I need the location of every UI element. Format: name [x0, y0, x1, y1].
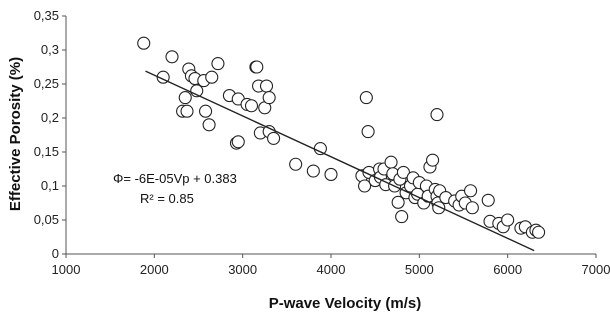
r-squared-label: R² = 0.85: [140, 191, 194, 206]
x-tick-label: 6000: [493, 262, 522, 277]
data-point: [395, 210, 409, 224]
y-tick-label: 0,15: [34, 144, 59, 159]
x-tick-label: 3000: [228, 262, 257, 277]
data-point: [178, 91, 192, 105]
data-point: [532, 225, 546, 239]
data-point: [430, 108, 444, 122]
data-point: [361, 125, 375, 139]
data-point: [231, 135, 245, 149]
data-point: [306, 164, 320, 178]
trendline-equation: Φ= -6E-05Vp + 0.383: [113, 171, 237, 186]
y-tick-label: 0: [52, 246, 59, 261]
data-point: [180, 104, 194, 118]
x-tick-label: 5000: [405, 262, 434, 277]
x-tick-label: 2000: [140, 262, 169, 277]
data-point: [313, 142, 327, 156]
data-point: [358, 179, 372, 193]
data-point: [267, 131, 281, 145]
data-point: [481, 193, 495, 207]
x-axis-title: P-wave Velocity (m/s): [269, 295, 422, 312]
y-tick-label: 0,35: [34, 8, 59, 23]
data-point: [211, 57, 225, 71]
y-axis-title: Effective Porosity (%): [7, 57, 24, 211]
y-tick-label: 0,2: [41, 110, 59, 125]
y-tick-label: 0,05: [34, 212, 59, 227]
data-point: [384, 155, 398, 169]
y-tick-label: 0,3: [41, 42, 59, 57]
data-point: [250, 60, 264, 74]
x-tick-label: 1000: [52, 262, 81, 277]
data-point: [501, 213, 515, 227]
x-tick-label: 4000: [317, 262, 346, 277]
trendline-group: [145, 70, 535, 252]
data-point: [359, 91, 373, 105]
y-tick-labels: 0 0,05 0,1 0,15 0,2 0,25 0,3 0,35: [34, 8, 66, 261]
data-point: [262, 91, 276, 105]
data-point: [324, 167, 338, 181]
data-point: [199, 104, 213, 118]
x-tick-labels: 1000 2000 3000 4000 5000 6000 7000: [52, 254, 610, 277]
x-tick-label: 7000: [582, 262, 610, 277]
data-point: [205, 70, 219, 84]
y-tick-label: 0,1: [41, 178, 59, 193]
data-point: [426, 153, 440, 167]
data-point: [202, 118, 216, 132]
data-point: [289, 157, 303, 171]
data-point: [244, 99, 259, 113]
trendline: [145, 70, 535, 252]
data-points: [137, 36, 546, 239]
data-point: [396, 165, 410, 179]
data-point: [464, 184, 478, 198]
axes: [65, 16, 596, 255]
data-point: [165, 50, 179, 64]
data-point: [391, 195, 405, 209]
data-point: [259, 79, 274, 93]
data-point: [465, 201, 479, 215]
data-point: [137, 36, 151, 50]
y-tick-label: 0,25: [34, 76, 59, 91]
